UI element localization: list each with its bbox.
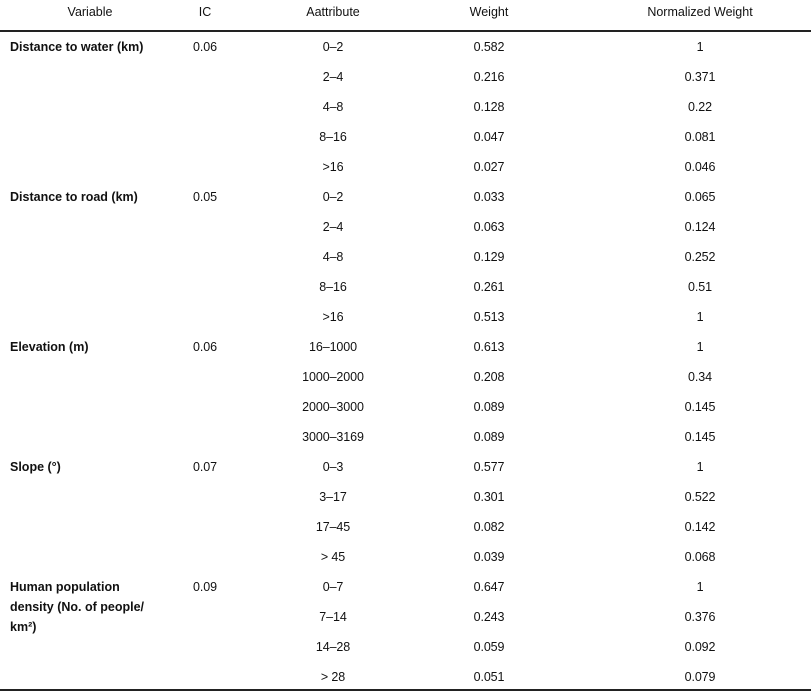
attribute-cell: 2–4 bbox=[322, 220, 344, 234]
normalized-weight-cell: 0.079 bbox=[684, 670, 716, 684]
weight-cell: 0.613 bbox=[473, 340, 505, 354]
normalized-weight-cell: 0.092 bbox=[684, 640, 716, 654]
header-weight: Weight bbox=[469, 5, 509, 19]
weight-cell: 0.261 bbox=[473, 280, 505, 294]
normalized-weight-cell: 0.068 bbox=[684, 550, 716, 564]
header-attribute: Aattribute bbox=[306, 5, 360, 19]
weight-cell: 0.216 bbox=[473, 70, 505, 84]
attribute-cell: 7–14 bbox=[319, 610, 347, 624]
normalized-weight-cell: 0.065 bbox=[684, 190, 716, 204]
normalized-weight-cell: 0.046 bbox=[684, 160, 716, 174]
ic-value: 0.07 bbox=[193, 460, 217, 474]
normalized-weight-cell: 0.252 bbox=[684, 250, 716, 264]
attribute-cell: 14–28 bbox=[315, 640, 351, 654]
normalized-weight-cell: 0.522 bbox=[684, 490, 716, 504]
ic-value: 0.05 bbox=[193, 190, 217, 204]
attribute-cell: 17–45 bbox=[315, 520, 351, 534]
attribute-cell: 3000–3169 bbox=[302, 430, 364, 444]
normalized-weight-cell: 0.51 bbox=[688, 280, 712, 294]
weight-cell: 0.513 bbox=[473, 310, 505, 324]
normalized-weight-cell: 1 bbox=[696, 310, 704, 324]
ic-value: 0.09 bbox=[193, 580, 217, 594]
attribute-cell: > 45 bbox=[320, 550, 346, 564]
normalized-weight-cell: 0.22 bbox=[688, 100, 712, 114]
top-rule bbox=[0, 30, 811, 32]
normalized-weight-cell: 0.142 bbox=[684, 520, 716, 534]
normalized-weight-cell: 0.145 bbox=[684, 430, 716, 444]
weight-cell: 0.208 bbox=[473, 370, 505, 384]
weight-cell: 0.033 bbox=[473, 190, 505, 204]
weight-cell: 0.582 bbox=[473, 40, 505, 54]
variable-name: Human population density (No. of people/… bbox=[10, 580, 145, 634]
normalized-weight-cell: 0.124 bbox=[684, 220, 716, 234]
variable-name: Slope (°) bbox=[10, 460, 61, 474]
weight-cell: 0.051 bbox=[473, 670, 505, 684]
attribute-cell: 2–4 bbox=[322, 70, 344, 84]
attribute-cell: 0–3 bbox=[322, 460, 344, 474]
bottom-rule bbox=[0, 689, 811, 691]
header-variable: Variable bbox=[67, 5, 113, 19]
weight-cell: 0.128 bbox=[473, 100, 505, 114]
attribute-cell: 8–16 bbox=[319, 280, 347, 294]
weight-cell: 0.082 bbox=[473, 520, 505, 534]
attribute-cell: 8–16 bbox=[319, 130, 347, 144]
normalized-weight-cell: 1 bbox=[696, 460, 704, 474]
weight-cell: 0.059 bbox=[473, 640, 505, 654]
weight-cell: 0.039 bbox=[473, 550, 505, 564]
normalized-weight-cell: 1 bbox=[696, 580, 704, 594]
weight-cell: 0.047 bbox=[473, 130, 505, 144]
normalized-weight-cell: 1 bbox=[696, 340, 704, 354]
normalized-weight-cell: 0.376 bbox=[684, 610, 716, 624]
attribute-cell: > 28 bbox=[320, 670, 346, 684]
normalized-weight-cell: 1 bbox=[696, 40, 704, 54]
attribute-cell: 3–17 bbox=[319, 490, 347, 504]
ic-value: 0.06 bbox=[193, 340, 217, 354]
weight-cell: 0.577 bbox=[473, 460, 505, 474]
attribute-cell: 16–1000 bbox=[309, 340, 357, 354]
weight-cell: 0.089 bbox=[473, 400, 505, 414]
weight-cell: 0.243 bbox=[473, 610, 505, 624]
attribute-cell: 2000–3000 bbox=[302, 400, 364, 414]
attribute-cell: >16 bbox=[322, 310, 344, 324]
normalized-weight-cell: 0.145 bbox=[684, 400, 716, 414]
normalized-weight-cell: 0.081 bbox=[684, 130, 716, 144]
variable-name: Distance to water (km) bbox=[10, 40, 144, 54]
weight-cell: 0.301 bbox=[473, 490, 505, 504]
normalized-weight-cell: 0.371 bbox=[684, 70, 716, 84]
weight-cell: 0.647 bbox=[473, 580, 505, 594]
weight-cell: 0.063 bbox=[473, 220, 505, 234]
normalized-weight-cell: 0.34 bbox=[688, 370, 712, 384]
attribute-cell: >16 bbox=[322, 160, 344, 174]
attribute-cell: 0–7 bbox=[322, 580, 344, 594]
attribute-cell: 0–2 bbox=[322, 190, 344, 204]
variable-name: Elevation (m) bbox=[10, 340, 89, 354]
variable-name: Distance to road (km) bbox=[10, 190, 138, 204]
attribute-cell: 4–8 bbox=[322, 100, 344, 114]
weight-cell: 0.129 bbox=[473, 250, 505, 264]
attribute-cell: 4–8 bbox=[322, 250, 344, 264]
header-normalized-weight: Normalized Weight bbox=[647, 5, 753, 19]
header-ic: IC bbox=[198, 5, 212, 19]
weight-cell: 0.089 bbox=[473, 430, 505, 444]
attribute-cell: 1000–2000 bbox=[302, 370, 364, 384]
weight-cell: 0.027 bbox=[473, 160, 505, 174]
ic-value: 0.06 bbox=[193, 40, 217, 54]
attribute-cell: 0–2 bbox=[322, 40, 344, 54]
